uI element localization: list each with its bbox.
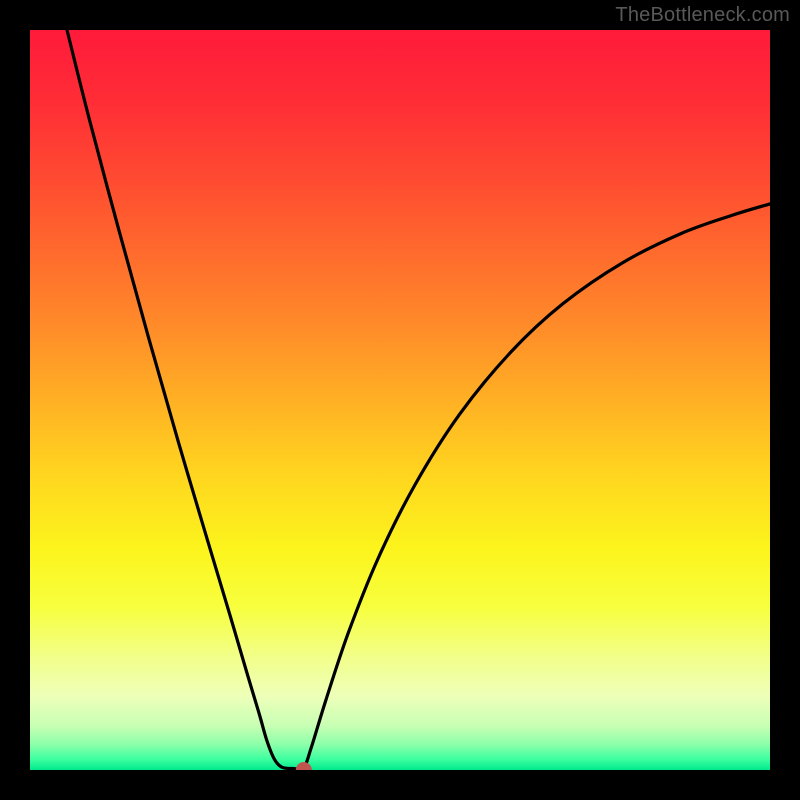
watermark-text: TheBottleneck.com <box>615 4 790 27</box>
chart-frame: TheBottleneck.com <box>0 0 800 800</box>
plot-svg <box>30 30 770 770</box>
gradient-background <box>30 30 770 770</box>
plot-area <box>30 30 770 770</box>
